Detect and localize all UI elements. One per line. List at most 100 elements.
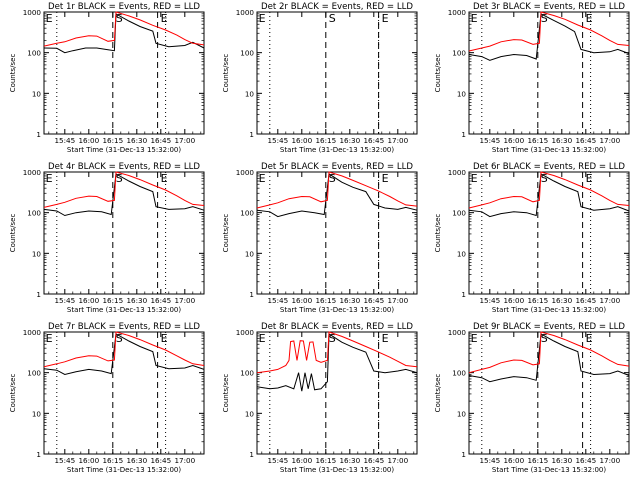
x-tick-label: 16:15 <box>315 136 336 145</box>
x-tick-label: 16:30 <box>126 456 147 465</box>
x-tick-label: 17:00 <box>599 456 620 465</box>
y-axis-label: Counts/sec <box>9 54 17 93</box>
x-tick-label: 15:45 <box>54 296 75 305</box>
series-line <box>468 11 630 52</box>
y-tick-label: 1 <box>36 130 41 139</box>
x-tick-label: 16:15 <box>527 136 548 145</box>
x-tick-label: 15:45 <box>54 456 75 465</box>
y-tick-label: 1000 <box>236 328 255 337</box>
y-axis-label: Counts/sec <box>434 374 442 413</box>
x-tick-label: 17:00 <box>387 136 408 145</box>
panel-title: Det 2r BLACK = Events, RED = LLD <box>261 2 413 12</box>
plot-frame <box>43 11 205 135</box>
y-tick-label: 100 <box>240 49 254 58</box>
panel-title: Det 1r BLACK = Events, RED = LLD <box>48 2 200 12</box>
x-tick-label: 16:00 <box>503 136 524 145</box>
plot-frame <box>256 11 418 135</box>
x-tick-label: 16:30 <box>339 456 360 465</box>
y-tick-label: 1 <box>249 290 254 299</box>
x-tick-label: 16:00 <box>503 296 524 305</box>
plot-frame <box>468 331 630 455</box>
marker-label: E <box>46 172 53 185</box>
x-axis-label: Start Time (31-Dec-13 15:32:00) <box>492 466 606 474</box>
y-tick-label: 1000 <box>448 328 467 337</box>
panel-title: Det 8r BLACK = Events, RED = LLD <box>261 322 413 332</box>
x-tick-label: 16:45 <box>363 456 384 465</box>
detector-panel: Det 7r BLACK = Events, RED = LLD 1 10 100 10… <box>9 322 205 474</box>
marker-label: E <box>382 332 389 345</box>
y-tick-label: 1 <box>36 450 41 459</box>
y-tick-label: 10 <box>457 409 467 418</box>
marker-label: S <box>541 172 548 185</box>
x-axis-label: Start Time (31-Dec-13 15:32:00) <box>67 146 181 154</box>
y-axis-label: Counts/sec <box>222 214 230 253</box>
x-axis-label: Start Time (31-Dec-13 15:32:00) <box>67 466 181 474</box>
y-tick-label: 1 <box>249 130 254 139</box>
x-tick-label: 16:45 <box>150 456 171 465</box>
y-tick-label: 100 <box>240 369 254 378</box>
detector-panel: Det 6r BLACK = Events, RED = LLD 1 10 100 10… <box>434 162 630 314</box>
x-tick-label: 15:45 <box>479 456 500 465</box>
x-tick-label: 15:45 <box>267 296 288 305</box>
x-tick-label: 17:00 <box>387 296 408 305</box>
y-tick-label: 1 <box>36 290 41 299</box>
marker-label: S <box>329 12 336 25</box>
marker-label: E <box>586 332 593 345</box>
series-line <box>43 171 205 208</box>
plot-frame <box>468 171 630 295</box>
marker-label: E <box>46 12 53 25</box>
x-tick-label: 16:45 <box>150 136 171 145</box>
x-tick-label: 16:15 <box>527 456 548 465</box>
x-tick-label: 16:00 <box>291 136 312 145</box>
marker-label: S <box>329 332 336 345</box>
detector-panel: Det 9r BLACK = Events, RED = LLD 1 10 100 10… <box>434 322 630 474</box>
y-tick-label: 1 <box>249 450 254 459</box>
y-axis-label: Counts/sec <box>9 214 17 253</box>
x-tick-label: 16:30 <box>551 456 572 465</box>
y-tick-label: 100 <box>452 369 466 378</box>
y-tick-label: 1000 <box>236 8 255 17</box>
x-tick-label: 16:00 <box>291 296 312 305</box>
x-tick-label: 16:00 <box>503 456 524 465</box>
marker-label: E <box>471 172 478 185</box>
x-tick-label: 17:00 <box>387 456 408 465</box>
marker-label: S <box>116 172 123 185</box>
marker-label: E <box>161 172 168 185</box>
y-tick-label: 100 <box>452 209 466 218</box>
x-tick-label: 16:15 <box>315 456 336 465</box>
marker-label: E <box>46 332 53 345</box>
y-tick-label: 10 <box>32 249 42 258</box>
panel-title: Det 3r BLACK = Events, RED = LLD <box>473 2 625 12</box>
x-axis-label: Start Time (31-Dec-13 15:32:00) <box>280 306 394 314</box>
x-tick-label: 16:45 <box>363 296 384 305</box>
marker-label: S <box>329 172 336 185</box>
y-tick-label: 100 <box>27 369 41 378</box>
y-tick-label: 1 <box>461 130 466 139</box>
series-line <box>468 13 630 61</box>
x-tick-label: 16:30 <box>551 136 572 145</box>
x-tick-label: 16:45 <box>363 136 384 145</box>
y-axis-label: Counts/sec <box>9 374 17 413</box>
x-tick-label: 15:45 <box>267 456 288 465</box>
series-line <box>43 11 205 47</box>
x-axis-label: Start Time (31-Dec-13 15:32:00) <box>492 306 606 314</box>
x-tick-label: 16:15 <box>102 456 123 465</box>
series-line <box>468 331 630 374</box>
y-axis-label: Counts/sec <box>222 54 230 93</box>
x-tick-label: 17:00 <box>174 136 195 145</box>
x-tick-label: 15:45 <box>54 136 75 145</box>
series-line <box>468 173 630 218</box>
x-tick-label: 16:45 <box>575 456 596 465</box>
plot-frame <box>43 331 205 455</box>
x-axis-label: Start Time (31-Dec-13 15:32:00) <box>67 306 181 314</box>
marker-label: E <box>382 172 389 185</box>
marker-label: E <box>259 12 266 25</box>
panel-title: Det 9r BLACK = Events, RED = LLD <box>473 322 625 332</box>
panel-title: Det 6r BLACK = Events, RED = LLD <box>473 162 625 172</box>
x-tick-label: 16:15 <box>102 296 123 305</box>
x-tick-label: 15:45 <box>479 296 500 305</box>
y-tick-label: 10 <box>245 89 255 98</box>
detector-panel: Det 8r BLACK = Events, RED = LLD 1 10 100 10… <box>222 322 418 474</box>
x-tick-label: 16:00 <box>78 296 99 305</box>
